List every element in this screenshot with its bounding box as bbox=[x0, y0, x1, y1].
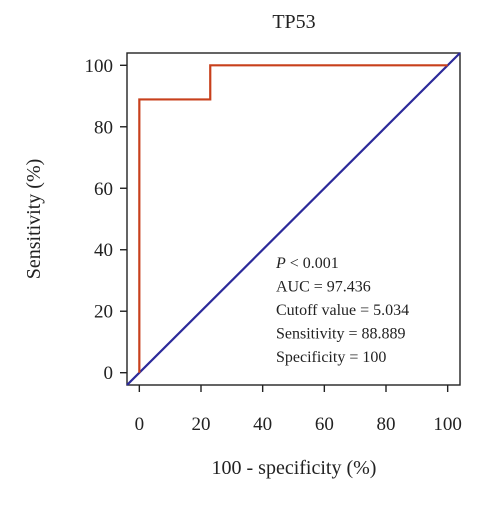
stat-annotation: P < 0.001 bbox=[275, 255, 339, 272]
stat-annotation: Cutoff value = 5.034 bbox=[276, 302, 409, 319]
y-tick-label: 80 bbox=[94, 117, 113, 138]
stat-annotation: Specificity = 100 bbox=[276, 349, 386, 366]
p-value-text: < 0.001 bbox=[286, 255, 339, 272]
x-tick-label: 40 bbox=[253, 414, 272, 435]
stat-annotation: Sensitivity = 88.889 bbox=[276, 326, 405, 343]
x-axis-title: 100 - specificity (%) bbox=[212, 457, 377, 479]
stat-annotation: AUC = 97.436 bbox=[276, 279, 371, 296]
y-tick-label: 0 bbox=[104, 363, 114, 384]
reference-diagonal-line bbox=[126, 52, 461, 386]
plot-frame bbox=[126, 52, 461, 386]
y-axis-title: Sensitivity (%) bbox=[23, 159, 45, 280]
x-tick-label: 80 bbox=[377, 414, 396, 435]
roc-curve-line bbox=[138, 64, 448, 373]
p-value-symbol: P bbox=[275, 255, 286, 272]
y-tick-label: 20 bbox=[94, 302, 113, 323]
chart-title: TP53 bbox=[272, 11, 315, 33]
x-tick-label: 60 bbox=[315, 414, 334, 435]
y-tick-label: 60 bbox=[94, 179, 113, 200]
x-tick-label: 20 bbox=[192, 414, 211, 435]
y-tick-label: 40 bbox=[94, 240, 113, 261]
x-tick-label: 0 bbox=[135, 414, 145, 435]
x-tick-label: 100 bbox=[433, 414, 462, 435]
y-tick-label: 100 bbox=[85, 56, 114, 77]
